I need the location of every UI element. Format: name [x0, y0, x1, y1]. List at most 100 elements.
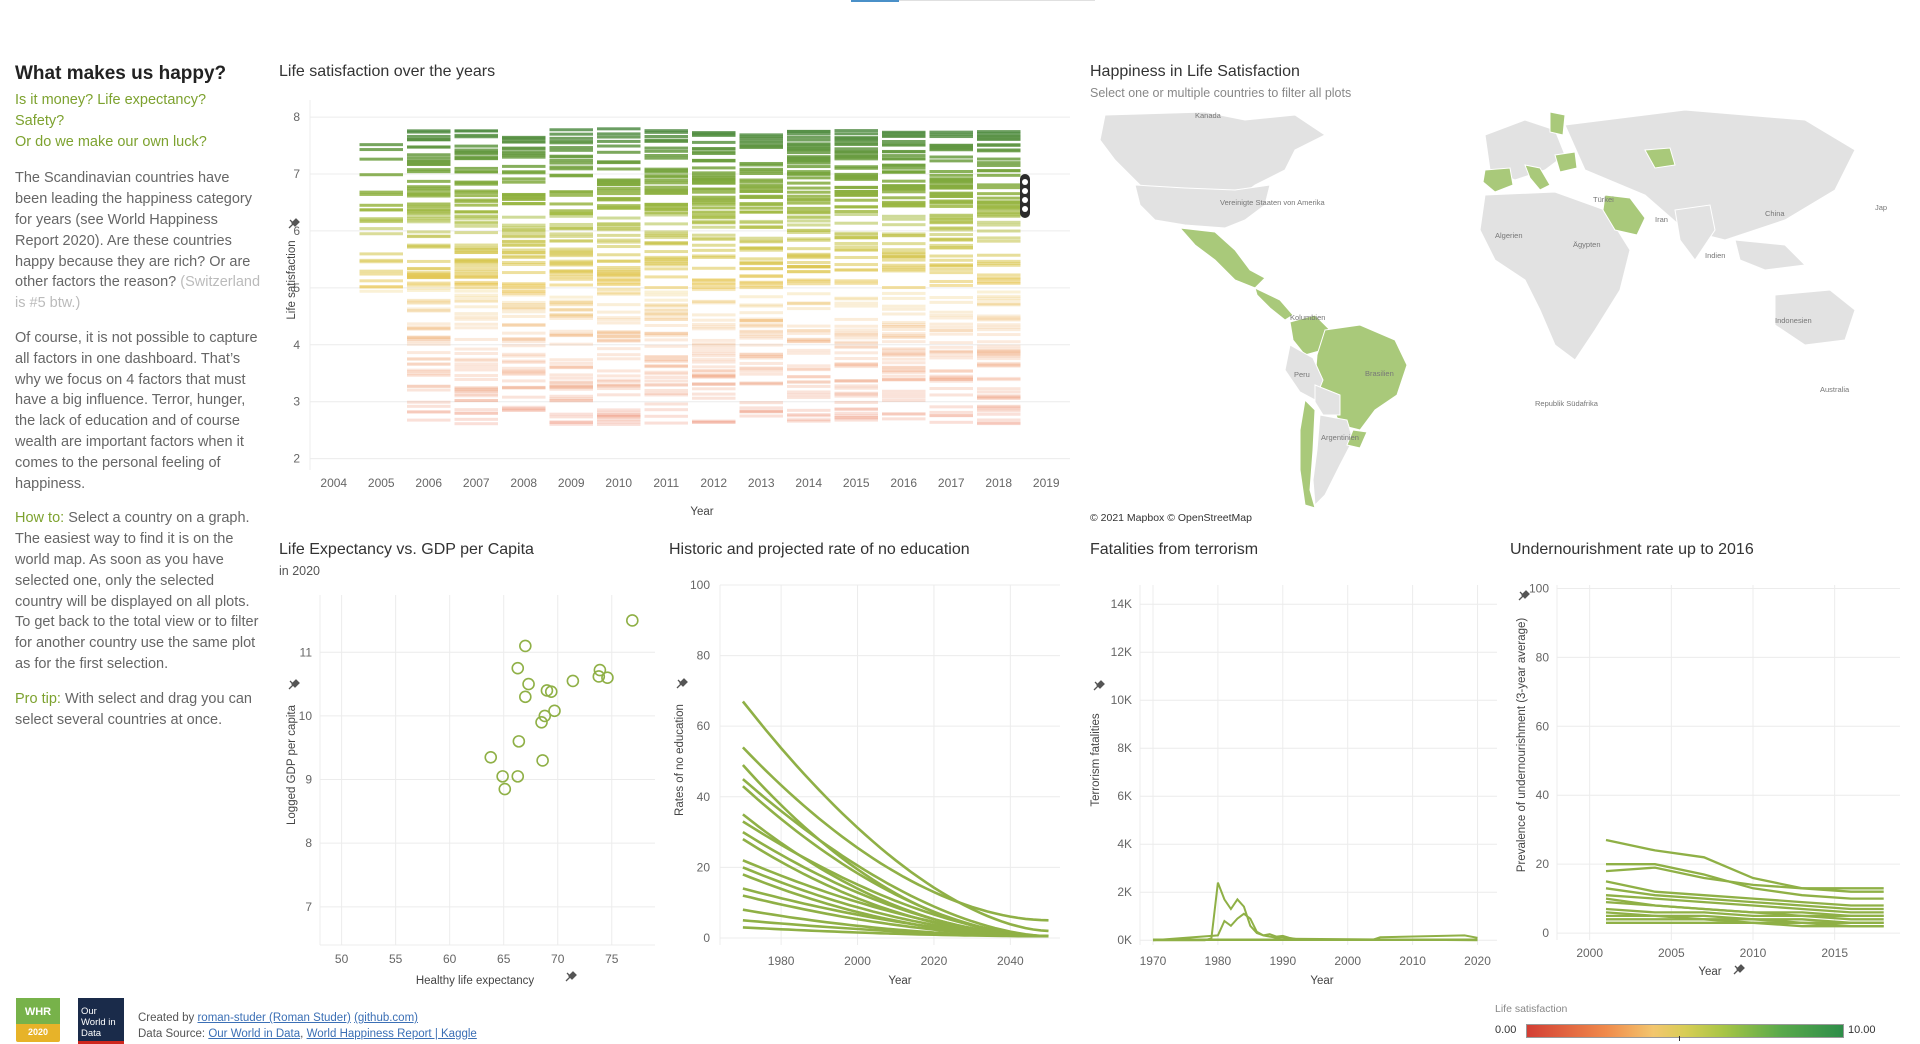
life-satisfaction-bar: [454, 390, 498, 394]
pin-icon[interactable]: [1093, 680, 1105, 691]
life-satisfaction-bar: [502, 303, 546, 307]
pin-icon[interactable]: [1518, 590, 1530, 601]
scatter-point[interactable]: [566, 674, 580, 688]
life-satisfaction-bar: [834, 296, 878, 300]
life-satisfaction-bar: [692, 349, 736, 353]
scatter-point[interactable]: [548, 704, 561, 718]
undernourishment-series-line[interactable]: [1605, 880, 1884, 907]
life-satisfaction-bar: [644, 211, 688, 215]
map-country-southeast-asia[interactable]: [1734, 239, 1807, 271]
scatter-point[interactable]: [511, 770, 525, 783]
undernourishment-series-line[interactable]: [1605, 897, 1884, 918]
selected-country-marks[interactable]: [1020, 174, 1030, 218]
scatter-point[interactable]: [522, 677, 535, 691]
owid-logo[interactable]: Our World in Data: [78, 998, 124, 1044]
map-country-bolivia[interactable]: [1314, 384, 1341, 416]
pin-icon[interactable]: [565, 971, 577, 982]
scatter-point[interactable]: [511, 661, 525, 675]
scatter-point[interactable]: [535, 715, 548, 729]
source-line: Data Source: Our World in Data, World Ha…: [138, 1026, 477, 1042]
world-map[interactable]: Kanada Vereinigte Staaten von Amerika Ko…: [1085, 110, 1888, 510]
education-series-line[interactable]: [742, 820, 1049, 938]
map-country-uzbekistan[interactable]: [1644, 147, 1676, 169]
undernourishment-series-line[interactable]: [1605, 838, 1884, 893]
data-source-label: Data Source:: [138, 1028, 206, 1040]
map-country-uruguay[interactable]: [1346, 429, 1368, 449]
life-satisfaction-bar: [787, 307, 831, 311]
scatter-point[interactable]: [626, 614, 639, 627]
terrorism-chart[interactable]: 0K 2K 4K 6K 8K 10K 12K 14K 1970 1980 1990 2000 2010…: [1082, 570, 1502, 995]
scatter-point[interactable]: [519, 690, 532, 704]
pin-icon[interactable]: [288, 679, 300, 690]
undernourishment-series-line[interactable]: [1606, 921, 1884, 928]
life-satisfaction-chart[interactable]: 2 3 4 5 6 7 8 2004 2005 2006 2007 2008 2009 2010 2011…: [270, 90, 1080, 525]
scatter-point[interactable]: [512, 735, 526, 748]
map-country-balkans[interactable]: [1554, 151, 1578, 173]
map-country-finland[interactable]: [1549, 111, 1566, 136]
life-satisfaction-bar: [454, 337, 498, 341]
map-country-india[interactable]: [1674, 204, 1716, 261]
life-satisfaction-bar: [549, 316, 593, 320]
source-owid-link[interactable]: Our World in Data: [208, 1028, 301, 1040]
scatter-point[interactable]: [498, 782, 512, 796]
life-satisfaction-bar: [644, 323, 688, 327]
life-satisfaction-bar: [407, 357, 451, 361]
undernourishment-series-line[interactable]: [1606, 863, 1884, 900]
life-satisfaction-bar: [692, 140, 736, 144]
undernourishment-series-line[interactable]: [1605, 866, 1884, 890]
life-satisfaction-bar: [407, 145, 451, 149]
life-satisfaction-bar: [787, 247, 831, 251]
scatter-point[interactable]: [496, 770, 509, 783]
scatter-point[interactable]: [538, 709, 552, 723]
map-country-spain[interactable]: [1482, 167, 1514, 193]
terrorism-series-line[interactable]: [1152, 912, 1478, 942]
undernourishment-series-line[interactable]: [1606, 914, 1884, 924]
map-country-central-america[interactable]: [1254, 287, 1294, 321]
life-satisfaction-bar: [787, 375, 831, 379]
pin-icon[interactable]: [1733, 964, 1745, 975]
education-series-line[interactable]: [742, 926, 1049, 938]
map-country-mexico[interactable]: [1178, 227, 1266, 289]
terrorism-series-line[interactable]: [1153, 882, 1478, 942]
gdp-scatter-chart[interactable]: 7 8 9 10 11 50 55 60 65 70 75 Logged GDP per capi…: [270, 585, 660, 995]
life-satisfaction-bar: [834, 301, 878, 305]
map-country-usa[interactable]: [1134, 184, 1271, 229]
life-satisfaction-bar: [787, 209, 831, 213]
education-series-line[interactable]: [742, 778, 1049, 938]
map-country-saudi-arabia[interactable]: [1602, 194, 1646, 236]
map-country-italy[interactable]: [1524, 164, 1551, 191]
undernourishment-series-line[interactable]: [1605, 907, 1884, 921]
scatter-point[interactable]: [536, 754, 549, 767]
scatter-point[interactable]: [484, 750, 498, 764]
undernourishment-chart[interactable]: 0 20 40 60 80 100 2000 2005 2010 2015 Prevalence…: [1505, 570, 1905, 990]
scatter-point[interactable]: [592, 670, 606, 683]
life-satisfaction-bar: [739, 210, 783, 214]
map-country-chile[interactable]: [1299, 398, 1316, 509]
undernourishment-series-line[interactable]: [1605, 887, 1884, 911]
author-link[interactable]: roman-studer (Roman Studer): [197, 1012, 351, 1024]
life-satisfaction-bar: [977, 253, 1021, 257]
scatter-point[interactable]: [544, 685, 558, 699]
author-link-suffix[interactable]: (github.com): [354, 1012, 418, 1024]
scatter-point[interactable]: [593, 663, 607, 677]
undernourishment-series-line[interactable]: [1605, 894, 1884, 914]
life-satisfaction-bar: [834, 248, 878, 252]
map-country-argentina[interactable]: [1312, 414, 1354, 507]
scatter-point[interactable]: [601, 671, 614, 685]
source-whr-link[interactable]: World Happiness Report | Kaggle: [306, 1028, 477, 1040]
pin-icon[interactable]: [288, 218, 300, 229]
life-satisfaction-bar: [929, 220, 973, 224]
life-satisfaction-bar: [454, 156, 498, 160]
map-country-asia[interactable]: [1564, 110, 1856, 241]
switzerland-note: (Switzerland is #5 btw.): [15, 274, 261, 312]
life-satisfaction-bar: [454, 365, 498, 369]
education-series-line[interactable]: [741, 746, 1049, 922]
whr-logo[interactable]: WHR 2020: [16, 998, 60, 1042]
life-satisfaction-bar: [692, 286, 736, 290]
pin-icon[interactable]: [676, 678, 688, 689]
map-country-australia[interactable]: [1774, 289, 1856, 346]
scatter-point[interactable]: [519, 639, 532, 653]
education-series-line[interactable]: [741, 700, 1049, 933]
life-satisfaction-bar: [739, 304, 783, 308]
